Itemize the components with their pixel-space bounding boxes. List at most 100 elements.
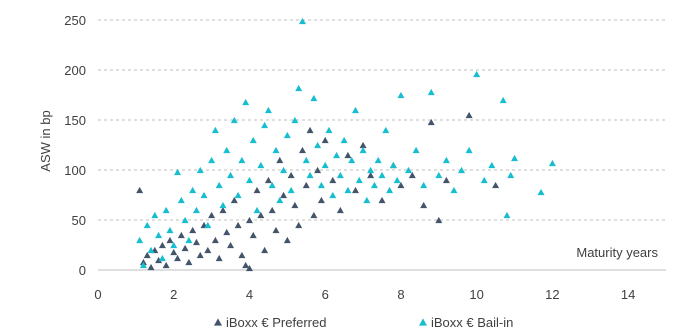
point-bail-in (181, 216, 189, 224)
x-tick-label: 8 (397, 287, 404, 302)
point-bail-in (473, 70, 481, 78)
point-bail-in (227, 171, 235, 179)
point-bail-in (204, 221, 212, 229)
point-bail-in (336, 171, 344, 179)
point-bail-in (348, 156, 356, 164)
point-preferred (295, 221, 303, 229)
point-preferred (155, 256, 163, 264)
point-bail-in (317, 181, 325, 189)
point-bail-in (139, 261, 147, 269)
point-bail-in (291, 116, 299, 124)
point-bail-in (314, 141, 322, 149)
point-bail-in (333, 151, 341, 159)
point-bail-in (234, 191, 242, 199)
point-bail-in (151, 211, 159, 219)
point-preferred (435, 216, 443, 224)
point-preferred (298, 146, 306, 154)
point-preferred (245, 264, 253, 272)
point-bail-in (287, 186, 295, 194)
point-bail-in (295, 84, 303, 92)
point-bail-in (230, 116, 238, 124)
point-preferred (291, 201, 299, 209)
point-bail-in (192, 206, 200, 214)
x-tick-label: 14 (621, 287, 635, 302)
point-preferred (177, 231, 185, 239)
point-bail-in (272, 146, 280, 154)
point-preferred (211, 236, 219, 244)
point-preferred (272, 226, 280, 234)
point-preferred (242, 261, 250, 269)
gridlines (98, 19, 666, 221)
point-bail-in (166, 226, 174, 234)
point-bail-in (280, 166, 288, 174)
point-bail-in (249, 136, 257, 144)
point-bail-in (306, 171, 314, 179)
x-tick-label: 6 (322, 287, 329, 302)
legend-marker-preferred (214, 318, 222, 326)
x-tick-labels: 0 2 4 6 8 10 12 14 (94, 287, 635, 302)
x-tick-label: 0 (94, 287, 101, 302)
point-bail-in (442, 156, 450, 164)
point-bail-in (367, 166, 375, 174)
point-bail-in (511, 154, 519, 162)
point-bail-in (158, 254, 166, 262)
point-bail-in (155, 231, 163, 239)
point-preferred (287, 171, 295, 179)
point-bail-in (264, 106, 272, 114)
point-bail-in (329, 191, 337, 199)
point-bail-in (253, 206, 261, 214)
point-bail-in (219, 201, 227, 209)
point-bail-in (223, 146, 231, 154)
point-bail-in (420, 181, 428, 189)
point-preferred (227, 241, 235, 249)
x-tick-label: 10 (469, 287, 483, 302)
point-preferred (147, 263, 155, 271)
point-bail-in (321, 161, 329, 169)
point-bail-in (450, 186, 458, 194)
point-bail-in (370, 181, 378, 189)
point-preferred (306, 126, 314, 134)
point-preferred (302, 181, 310, 189)
point-bail-in (389, 161, 397, 169)
point-bail-in (298, 17, 306, 25)
point-bail-in (211, 126, 219, 134)
y-tick-label: 250 (64, 13, 86, 28)
y-tick-label: 0 (79, 263, 86, 278)
point-preferred (276, 156, 284, 164)
point-bail-in (344, 186, 352, 194)
point-bail-in (503, 211, 511, 219)
point-bail-in (147, 246, 155, 254)
point-preferred (257, 211, 265, 219)
point-preferred (223, 228, 231, 236)
point-preferred (359, 141, 367, 149)
point-bail-in (283, 131, 291, 139)
point-bail-in (363, 196, 371, 204)
point-preferred (442, 176, 450, 184)
point-bail-in (189, 186, 197, 194)
point-bail-in (325, 126, 333, 134)
x-tick-label: 4 (246, 287, 253, 302)
point-preferred (189, 226, 197, 234)
point-bail-in (378, 171, 386, 179)
x-axis-title: Maturity years (576, 245, 658, 260)
point-preferred (238, 251, 246, 259)
point-preferred (162, 261, 170, 269)
point-bail-in (196, 166, 204, 174)
y-tick-labels: 0 50 100 150 200 250 (64, 13, 86, 278)
point-bail-in (245, 176, 253, 184)
point-preferred (321, 136, 329, 144)
point-preferred (317, 196, 325, 204)
point-preferred (204, 246, 212, 254)
point-bail-in (302, 156, 310, 164)
point-preferred (427, 118, 435, 126)
point-preferred (158, 241, 166, 249)
point-bail-in (393, 176, 401, 184)
point-preferred (143, 251, 151, 259)
point-bail-in (499, 96, 507, 104)
point-preferred (249, 231, 257, 239)
point-bail-in (268, 181, 276, 189)
point-bail-in (537, 188, 545, 196)
point-bail-in (548, 159, 556, 167)
point-preferred (367, 171, 375, 179)
